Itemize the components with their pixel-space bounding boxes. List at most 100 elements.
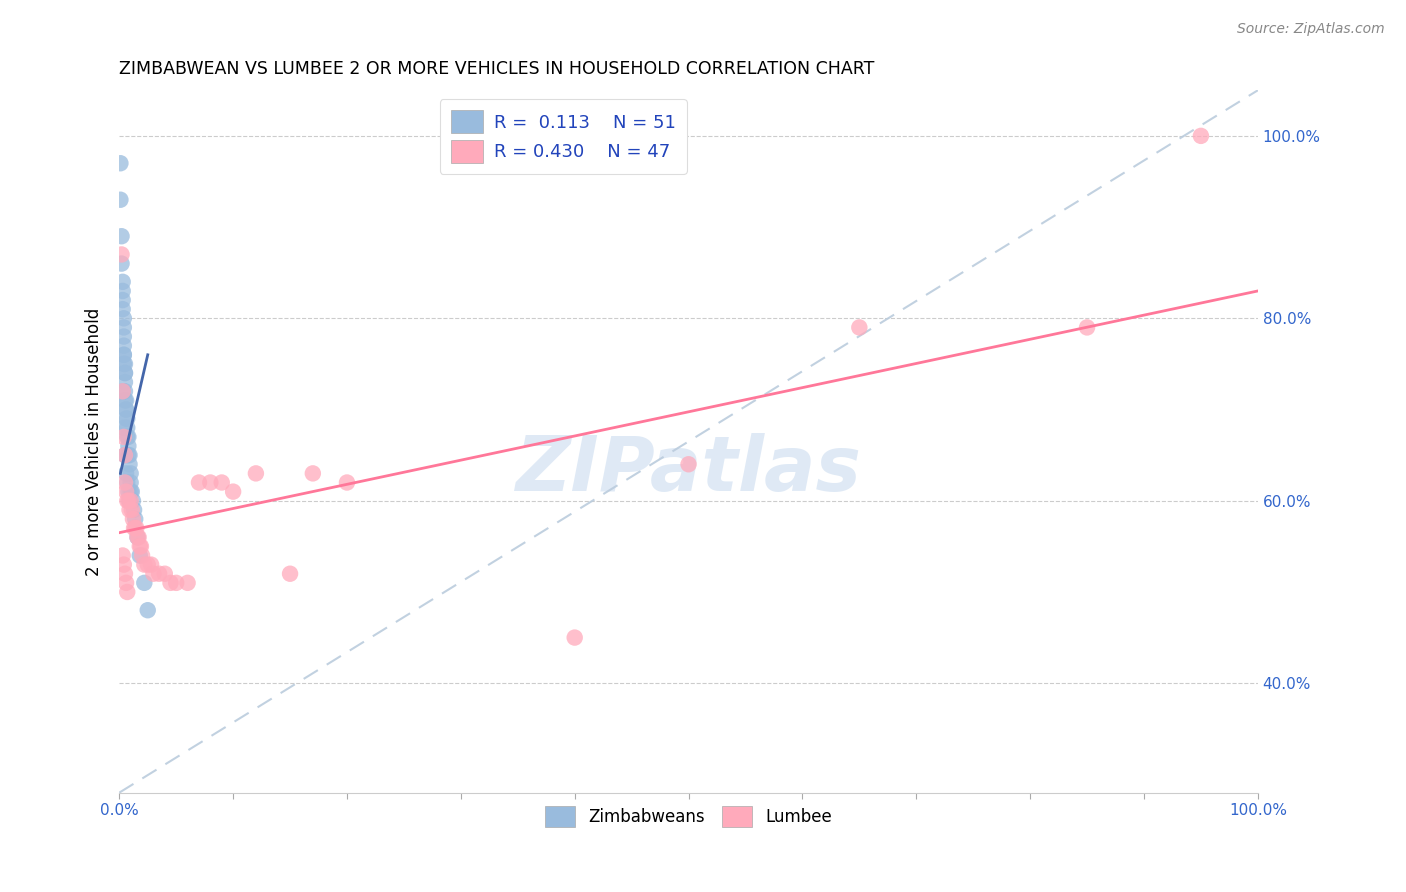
Point xyxy=(115,493,138,508)
Point xyxy=(848,320,870,334)
Point xyxy=(110,229,132,244)
Point xyxy=(136,603,159,617)
Point xyxy=(122,512,145,526)
Point xyxy=(110,256,132,270)
Point xyxy=(128,530,150,544)
Point xyxy=(112,357,135,371)
Point xyxy=(134,558,156,572)
Point xyxy=(245,467,267,481)
Point xyxy=(122,521,145,535)
Point xyxy=(278,566,301,581)
Point xyxy=(111,384,134,399)
Text: ZIMBABWEAN VS LUMBEE 2 OR MORE VEHICLES IN HOUSEHOLD CORRELATION CHART: ZIMBABWEAN VS LUMBEE 2 OR MORE VEHICLES … xyxy=(120,60,875,78)
Point xyxy=(114,448,136,462)
Point xyxy=(110,156,132,170)
Point xyxy=(117,484,139,499)
Point xyxy=(121,503,143,517)
Point xyxy=(118,448,141,462)
Point xyxy=(122,503,145,517)
Point xyxy=(120,475,142,490)
Point xyxy=(111,293,134,307)
Point xyxy=(678,457,700,471)
Point xyxy=(114,366,136,380)
Point xyxy=(121,484,143,499)
Point xyxy=(114,375,136,389)
Point xyxy=(115,467,138,481)
Point xyxy=(111,275,134,289)
Point xyxy=(115,430,138,444)
Point xyxy=(117,448,139,462)
Text: ZIPatlas: ZIPatlas xyxy=(516,433,862,507)
Point xyxy=(117,439,139,453)
Point xyxy=(141,558,163,572)
Legend: Zimbabweans, Lumbee: Zimbabweans, Lumbee xyxy=(538,800,838,833)
Point xyxy=(112,348,135,362)
Point xyxy=(111,284,134,298)
Point xyxy=(112,348,135,362)
Point xyxy=(564,631,586,645)
Point xyxy=(112,558,135,572)
Point xyxy=(114,448,136,462)
Point xyxy=(148,566,170,581)
Point xyxy=(115,411,138,425)
Point xyxy=(115,421,138,435)
Point xyxy=(114,393,136,408)
Point xyxy=(115,475,138,490)
Point xyxy=(125,521,148,535)
Point xyxy=(112,311,135,326)
Point xyxy=(222,484,245,499)
Point xyxy=(118,493,141,508)
Point xyxy=(110,193,132,207)
Point xyxy=(112,329,135,343)
Point xyxy=(114,357,136,371)
Point xyxy=(114,566,136,581)
Y-axis label: 2 or more Vehicles in Household: 2 or more Vehicles in Household xyxy=(86,308,103,575)
Point xyxy=(115,402,138,417)
Point xyxy=(122,493,145,508)
Point xyxy=(111,302,134,317)
Point xyxy=(120,467,142,481)
Point xyxy=(114,475,136,490)
Point xyxy=(136,558,159,572)
Point xyxy=(112,430,135,444)
Point xyxy=(115,411,138,425)
Point xyxy=(115,402,138,417)
Point xyxy=(131,549,153,563)
Point xyxy=(127,530,149,544)
Point xyxy=(142,566,165,581)
Point xyxy=(124,521,146,535)
Point xyxy=(134,575,156,590)
Text: Source: ZipAtlas.com: Source: ZipAtlas.com xyxy=(1237,22,1385,37)
Point xyxy=(115,484,138,499)
Point xyxy=(112,421,135,435)
Point xyxy=(114,384,136,399)
Point xyxy=(301,467,323,481)
Point xyxy=(117,493,139,508)
Point xyxy=(128,549,150,563)
Point xyxy=(120,484,142,499)
Point xyxy=(118,457,141,471)
Point xyxy=(127,530,149,544)
Point xyxy=(1189,128,1212,143)
Point xyxy=(200,475,222,490)
Point xyxy=(336,475,359,490)
Point xyxy=(111,549,134,563)
Point xyxy=(188,475,211,490)
Point xyxy=(153,566,176,581)
Point xyxy=(117,430,139,444)
Point xyxy=(159,575,181,590)
Point xyxy=(129,540,152,554)
Point xyxy=(112,339,135,353)
Point xyxy=(176,575,198,590)
Point xyxy=(110,247,132,261)
Point xyxy=(1076,320,1098,334)
Point xyxy=(120,493,142,508)
Point xyxy=(211,475,233,490)
Point xyxy=(128,540,150,554)
Point xyxy=(111,384,134,399)
Point xyxy=(118,503,141,517)
Point xyxy=(115,393,138,408)
Point xyxy=(124,512,146,526)
Point xyxy=(165,575,187,590)
Point xyxy=(112,320,135,334)
